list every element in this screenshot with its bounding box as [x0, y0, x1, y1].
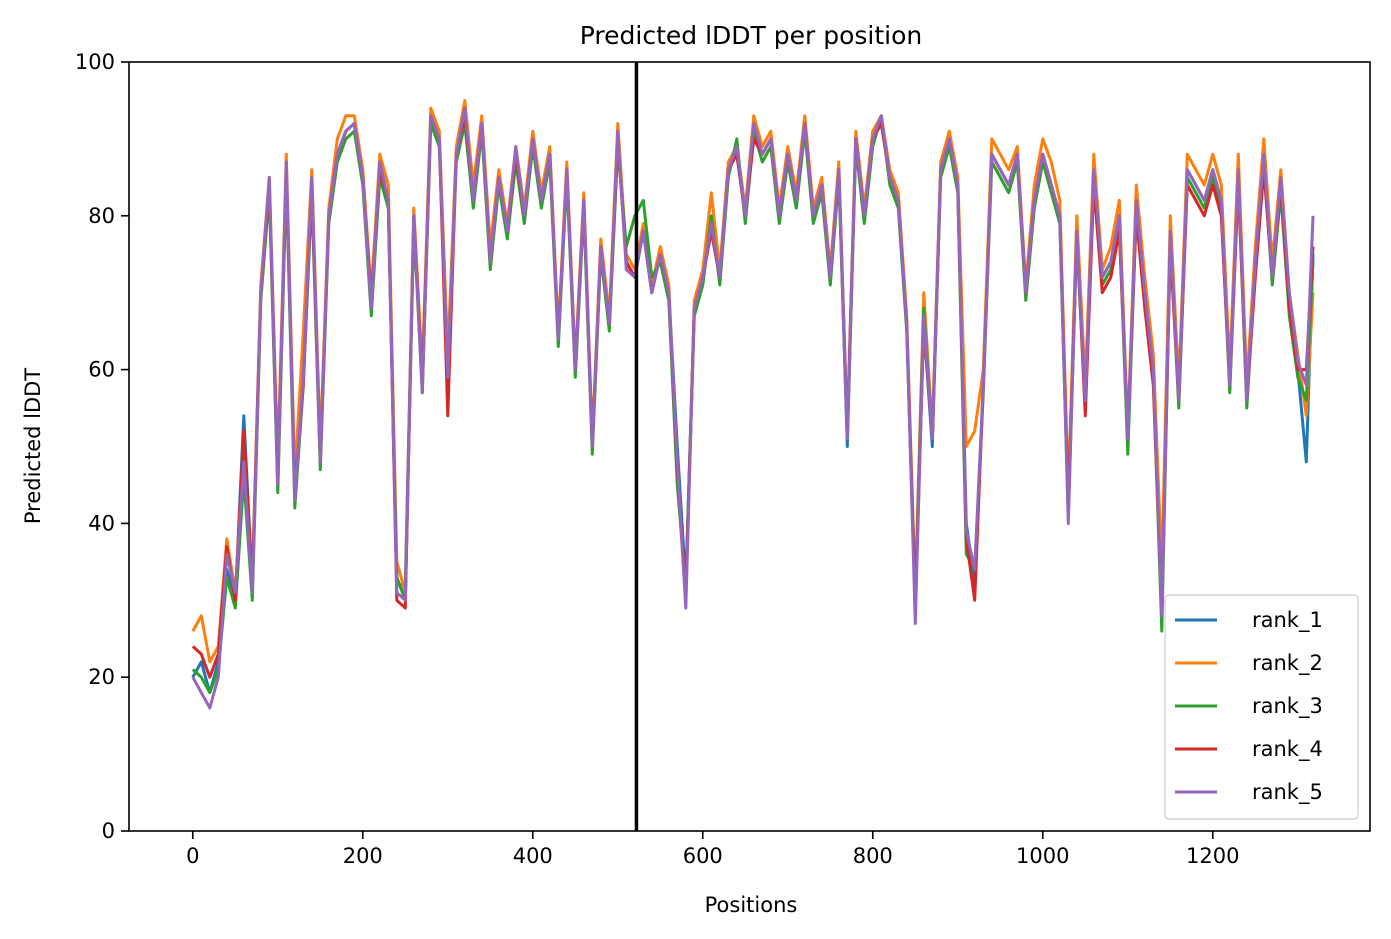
x-tick-label: 800 — [853, 844, 893, 868]
y-axis-title: Predicted lDDT — [21, 368, 45, 524]
plot-frame — [128, 61, 1371, 832]
x-axis-ticks: 0 200 400 600 800 1000 1200 — [186, 831, 1239, 868]
x-tick-label: 200 — [343, 844, 383, 868]
plot-lines — [191, 99, 1315, 710]
y-axis-ticks: 0 20 40 60 80 100 — [75, 50, 129, 843]
legend-label-rank_3: rank_3 — [1252, 694, 1323, 719]
y-tick-label: 60 — [88, 358, 115, 382]
y-tick-label: 40 — [88, 511, 115, 535]
legend-label-rank_4: rank_4 — [1252, 737, 1323, 762]
legend-label-rank_5: rank_5 — [1252, 780, 1323, 805]
legend: rank_1 rank_2 rank_3 rank_4 rank_5 — [1164, 594, 1359, 820]
y-tick-label: 80 — [88, 204, 115, 228]
x-tick-label: 600 — [683, 844, 723, 868]
legend-label-rank_2: rank_2 — [1252, 651, 1323, 676]
chart-title: Predicted lDDT per position — [580, 21, 922, 50]
x-tick-label: 0 — [186, 844, 199, 868]
y-tick-label: 100 — [75, 50, 115, 74]
x-tick-label: 1000 — [1016, 844, 1069, 868]
x-tick-label: 1200 — [1186, 844, 1239, 868]
x-tick-label: 400 — [513, 844, 553, 868]
series-line-rank_5 — [191, 106, 1315, 710]
legend-label-rank_1: rank_1 — [1252, 608, 1323, 633]
x-axis-title: Positions — [705, 893, 798, 917]
y-tick-label: 20 — [88, 665, 115, 689]
y-tick-label: 0 — [102, 819, 115, 843]
legend-box — [1164, 594, 1359, 820]
